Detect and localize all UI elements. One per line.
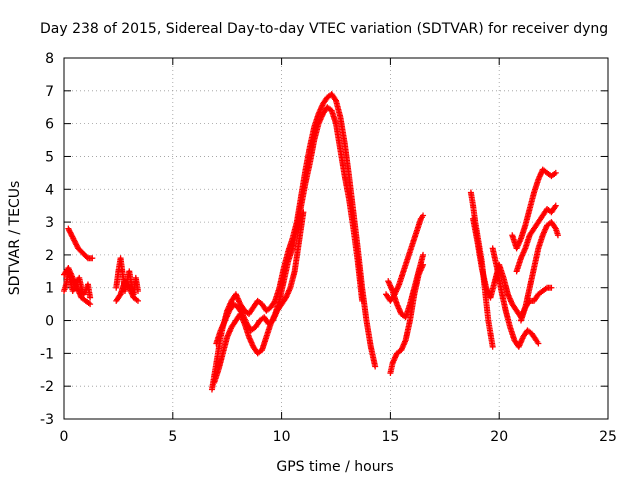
data-point (89, 255, 96, 262)
data-point (300, 209, 307, 216)
data-point (372, 363, 379, 370)
data-point (554, 232, 561, 239)
data-point (87, 301, 94, 308)
y-axis-label: SDTVAR / TECUs (7, 181, 23, 296)
x-tick-label: 25 (599, 429, 617, 445)
y-tick-label: 7 (45, 84, 54, 100)
data-point (535, 340, 542, 347)
y-tick-label: 4 (45, 182, 54, 198)
data-point (359, 297, 366, 304)
x-axis-label: GPS time / hours (276, 459, 393, 475)
data-point (552, 202, 559, 209)
data-points (61, 91, 561, 393)
data-point (551, 203, 558, 210)
y-tick-label: 2 (45, 248, 54, 264)
data-point (134, 297, 141, 304)
data-point (548, 284, 555, 291)
data-point (420, 212, 427, 219)
x-tick-label: 20 (490, 429, 508, 445)
y-tick-label: -3 (40, 412, 54, 428)
data-point (420, 251, 427, 258)
y-tick-label: -2 (40, 379, 54, 395)
y-tick-label: 3 (45, 215, 54, 231)
x-tick-label: 5 (168, 429, 177, 445)
data-point (332, 96, 339, 103)
grid-lines (64, 58, 608, 419)
data-point (87, 294, 94, 301)
x-tick-label: 10 (273, 429, 291, 445)
y-tick-label: 8 (45, 51, 54, 67)
y-tick-label: 1 (45, 281, 54, 297)
axis-ticks: 0 5 10 15 20 25 -3 -2 -1 0 1 2 3 4 5 6 7 8 (40, 51, 617, 445)
plot-frame (63, 57, 609, 420)
x-tick-label: 15 (381, 429, 399, 445)
data-point (552, 169, 559, 176)
x-tick-label: 0 (60, 429, 69, 445)
y-tick-label: -1 (40, 346, 54, 362)
chart-title: Day 238 of 2015, Sidereal Day-to-day VTE… (40, 21, 608, 37)
y-tick-label: 5 (45, 149, 54, 165)
y-tick-label: 0 (45, 314, 54, 330)
data-point (489, 343, 496, 350)
data-point (134, 288, 141, 295)
y-tick-label: 6 (45, 117, 54, 133)
